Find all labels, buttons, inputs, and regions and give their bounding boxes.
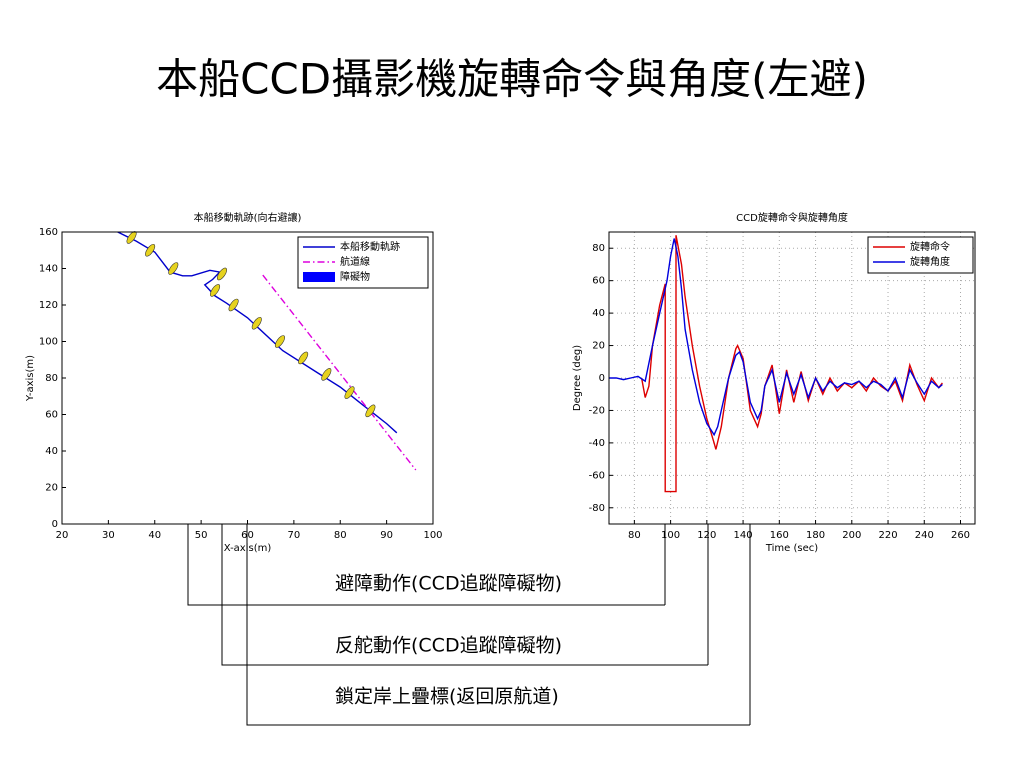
- slide-title: 本船CCD攝影機旋轉命令與角度(左避): [156, 55, 868, 104]
- plot-area: [609, 232, 975, 524]
- x-tick-label: 80: [628, 530, 641, 541]
- y-tick-label: 0: [52, 519, 58, 530]
- y-tick-label: 80: [45, 373, 58, 384]
- annotation: 鎖定岸上疊標(返回原航道): [335, 686, 559, 708]
- x-tick-label: 50: [195, 530, 208, 541]
- x-tick-label: 160: [770, 530, 789, 541]
- obstacle: [344, 386, 355, 399]
- obstacle: [298, 351, 309, 365]
- x-tick-label: 200: [842, 530, 861, 541]
- label-bg: [330, 570, 640, 596]
- x-axis-label: Time (sec): [765, 543, 818, 554]
- x-tick-label: 240: [915, 530, 934, 541]
- legend-label: 旋轉命令: [910, 240, 950, 253]
- x-tick-label: 120: [697, 530, 716, 541]
- x-tick-label: 80: [334, 530, 347, 541]
- x-tick-label: 60: [241, 530, 254, 541]
- legend-label: 本船移動軌跡: [340, 240, 400, 253]
- y-tick-label: 20: [45, 483, 58, 494]
- chart-title: CCD旋轉命令與旋轉角度: [736, 211, 848, 224]
- y-tick-label: 100: [39, 337, 58, 348]
- y-tick-label: 140: [39, 264, 58, 275]
- label-bg: [330, 632, 640, 658]
- axes-frame: [608, 231, 976, 525]
- x-tick-label: 40: [148, 530, 161, 541]
- y-tick-label: 0: [599, 373, 605, 384]
- x-axis-label: X-axis(m): [224, 543, 272, 554]
- y-tick-label: -20: [589, 405, 605, 416]
- y-tick-label: 40: [45, 446, 58, 457]
- x-tick-label: 70: [288, 530, 301, 541]
- legend-label: 障礙物: [340, 270, 370, 283]
- x-tick-label: 220: [878, 530, 897, 541]
- series-line: [262, 274, 417, 471]
- y-tick-label: 160: [39, 227, 58, 238]
- obstacle: [216, 267, 228, 281]
- annotation: 反舵動作(CCD追蹤障礙物): [335, 635, 562, 657]
- legend-swatch: [303, 272, 335, 282]
- annotation: 避障動作(CCD追蹤障礙物): [335, 573, 562, 595]
- axes-frame: [61, 231, 434, 525]
- x-tick-label: 260: [951, 530, 970, 541]
- x-tick-label: 20: [56, 530, 69, 541]
- legend-label: 航道線: [340, 255, 370, 268]
- y-tick-label: -60: [589, 470, 605, 481]
- legend-label: 旋轉角度: [910, 255, 950, 268]
- obstacle: [145, 243, 156, 257]
- y-tick-label: -40: [589, 438, 605, 449]
- y-axis-label: Degree (deg): [572, 345, 583, 411]
- x-tick-label: 30: [102, 530, 115, 541]
- obstacle: [228, 298, 239, 312]
- y-tick-label: 60: [45, 410, 58, 421]
- series-line: [609, 238, 943, 437]
- x-tick-label: 90: [380, 530, 393, 541]
- x-tick-label: 140: [734, 530, 753, 541]
- y-tick-label: 40: [592, 308, 605, 319]
- obstacle: [365, 404, 376, 418]
- chart-title: 本船移動軌跡(向右避讓): [194, 211, 302, 224]
- x-tick-label: 100: [423, 530, 442, 541]
- obstacle: [251, 316, 262, 330]
- obstacle: [274, 335, 285, 348]
- obstacle: [168, 262, 179, 275]
- legend-box: [867, 236, 974, 274]
- y-tick-label: 20: [592, 341, 605, 352]
- label-bg: [330, 684, 640, 710]
- x-tick-label: 100: [661, 530, 680, 541]
- y-tick-label: 60: [592, 276, 605, 287]
- obstacle: [210, 284, 221, 297]
- y-tick-label: -80: [589, 503, 605, 514]
- obstacle: [321, 368, 332, 381]
- y-axis-label: Y-axis(m): [25, 355, 36, 402]
- y-tick-label: 120: [39, 300, 58, 311]
- x-tick-label: 180: [806, 530, 825, 541]
- y-tick-label: 80: [592, 243, 605, 254]
